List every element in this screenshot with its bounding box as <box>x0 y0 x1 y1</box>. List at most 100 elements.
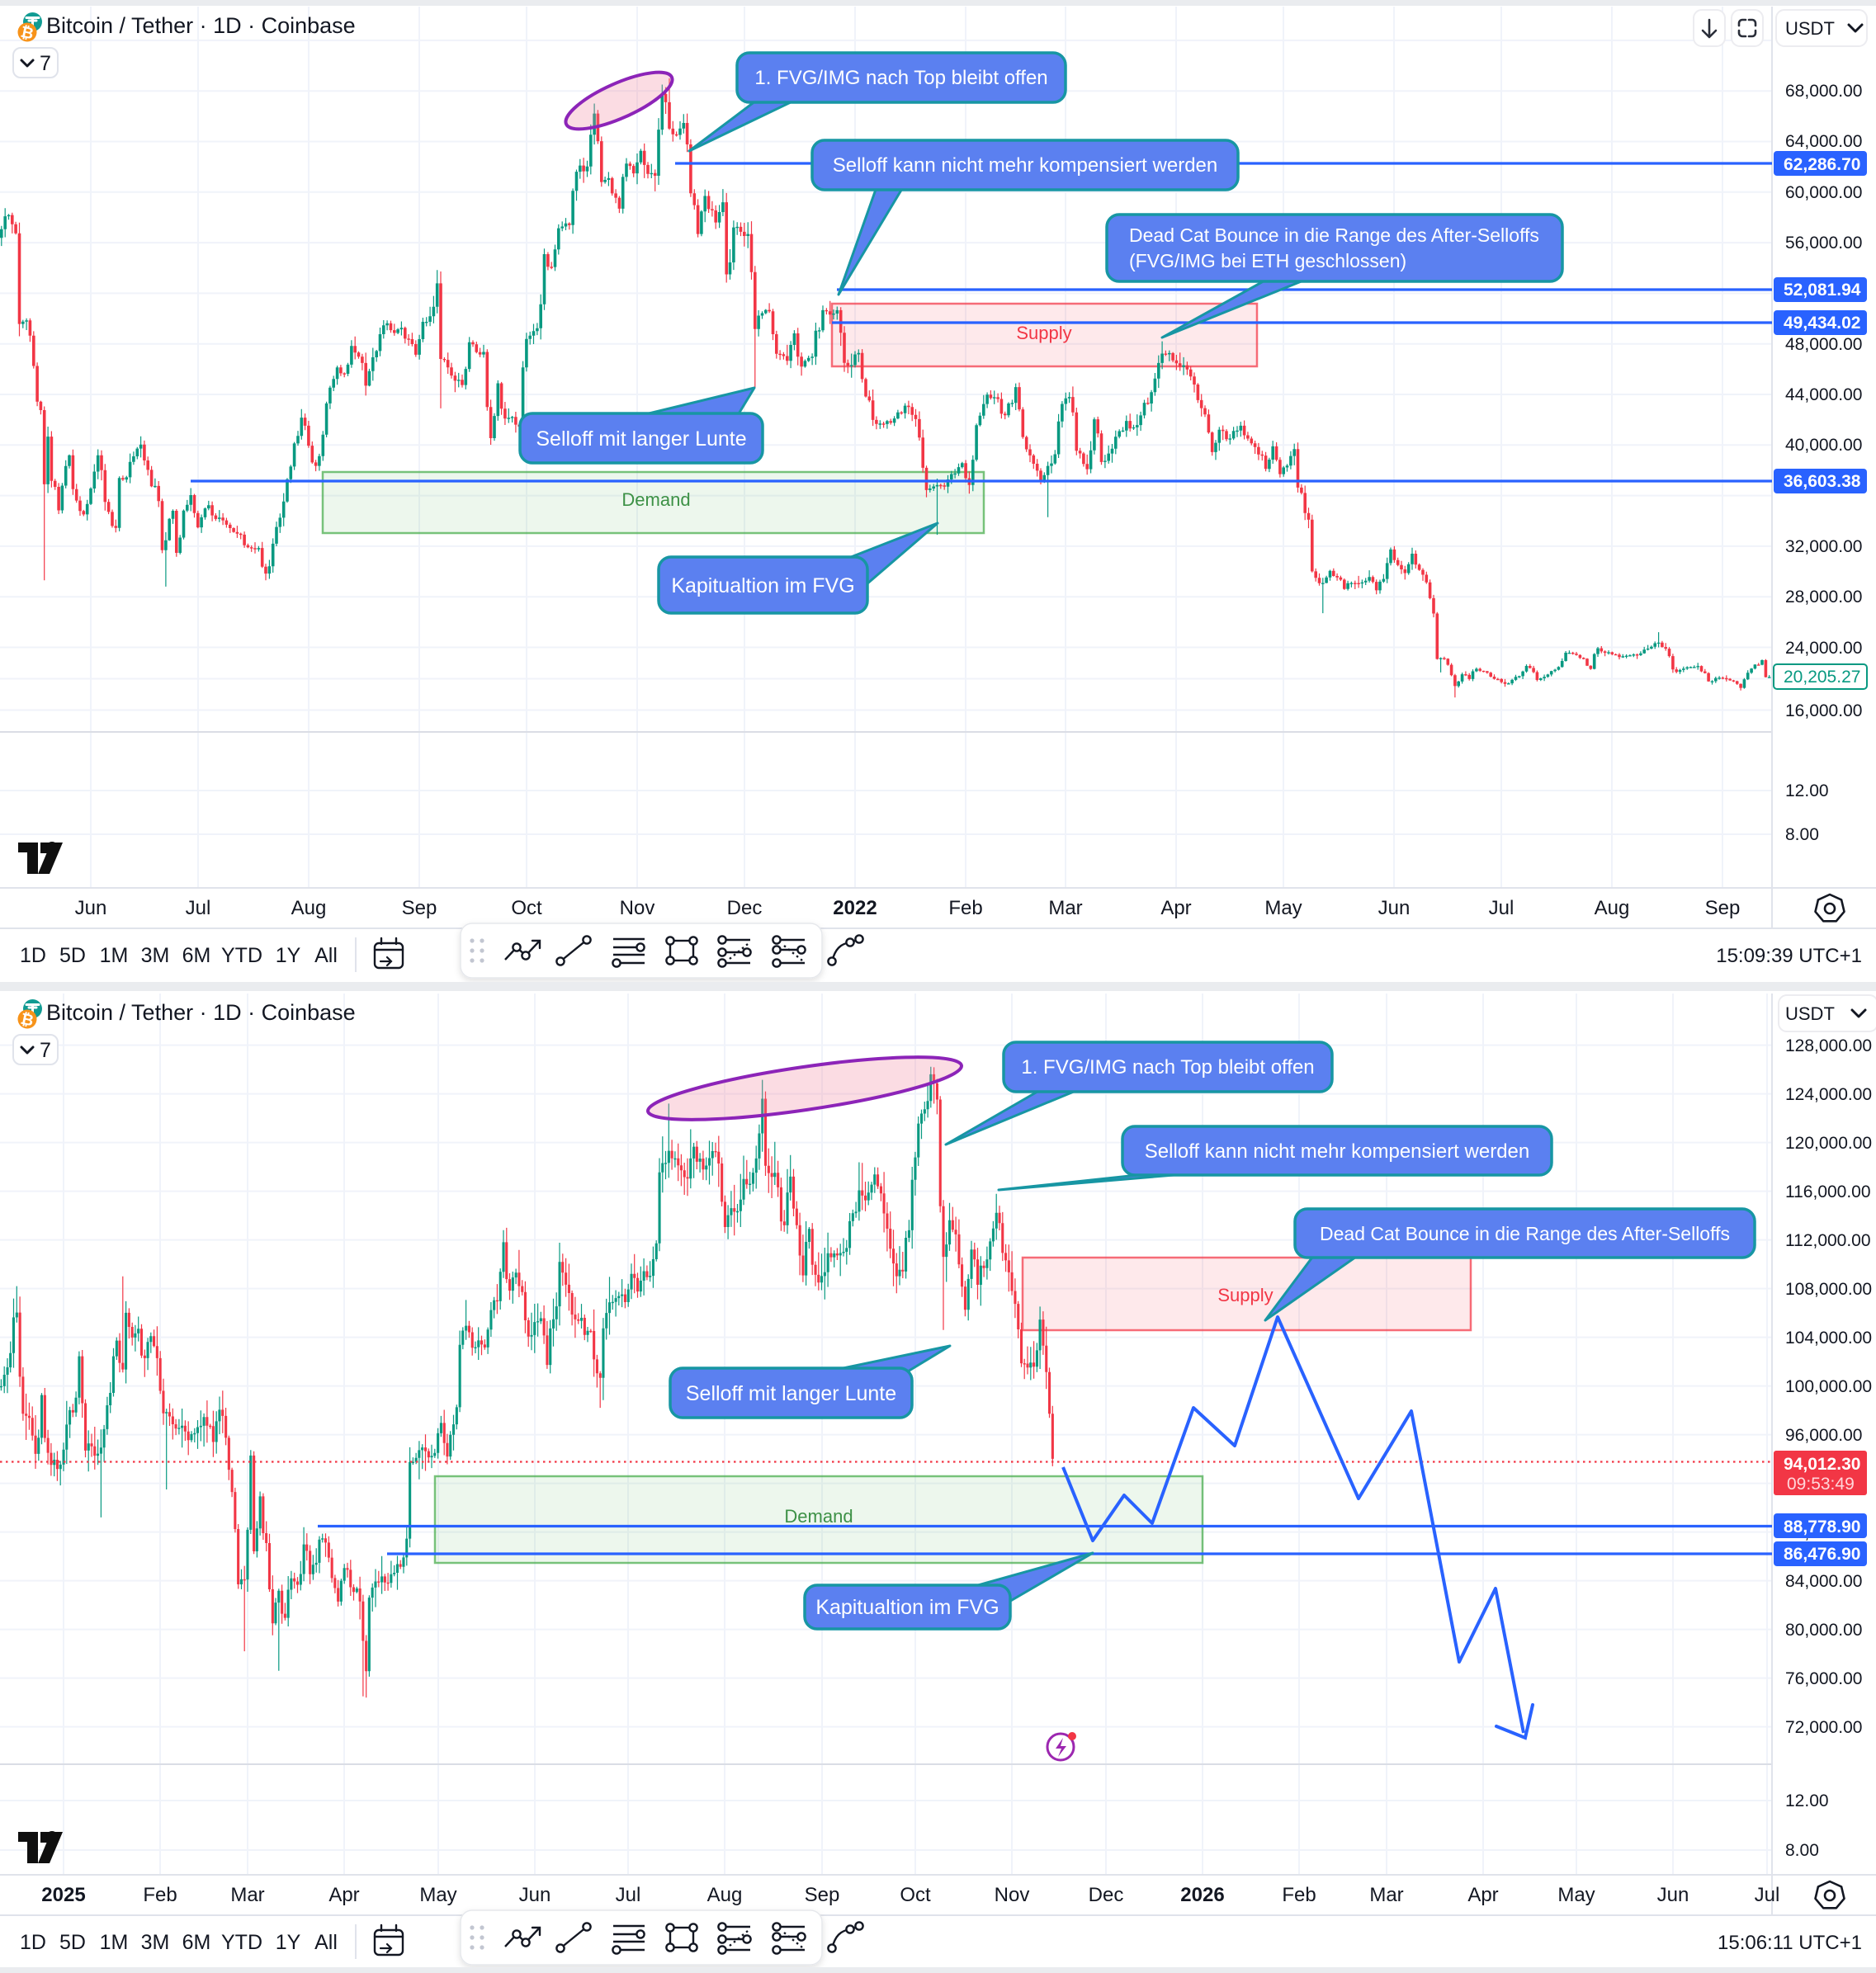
svg-text:Sep: Sep <box>402 897 437 919</box>
svg-text:Jun: Jun <box>1657 1884 1689 1906</box>
svg-text:Demand: Demand <box>621 489 690 510</box>
svg-text:Selloff kann nicht mehr kompen: Selloff kann nicht mehr kompensiert werd… <box>833 154 1217 177</box>
svg-text:USDT: USDT <box>1785 18 1835 39</box>
svg-text:Selloff mit langer Lunte: Selloff mit langer Lunte <box>536 427 746 451</box>
svg-text:8.00: 8.00 <box>1785 825 1819 844</box>
svg-text:Sep: Sep <box>1705 897 1741 919</box>
svg-text:1D: 1D <box>20 944 46 967</box>
svg-text:84,000.00: 84,000.00 <box>1785 1572 1862 1591</box>
svg-text:5D: 5D <box>59 944 86 967</box>
svg-text:128,000.00: 128,000.00 <box>1785 1036 1872 1055</box>
svg-text:86,476.90: 86,476.90 <box>1784 1545 1860 1564</box>
svg-text:Nov: Nov <box>620 897 655 919</box>
svg-text:₿: ₿ <box>19 1011 35 1031</box>
svg-text:1Y: 1Y <box>276 1931 301 1954</box>
svg-text:80,000.00: 80,000.00 <box>1785 1621 1862 1640</box>
svg-text:52,081.94: 52,081.94 <box>1784 281 1861 300</box>
svg-text:88,778.90: 88,778.90 <box>1784 1518 1860 1536</box>
svg-text:Sep: Sep <box>805 1884 840 1906</box>
svg-text:Jun: Jun <box>519 1884 551 1906</box>
svg-text:Oct: Oct <box>900 1884 931 1906</box>
svg-text:94,012.30: 94,012.30 <box>1784 1455 1860 1474</box>
svg-text:May: May <box>1557 1884 1595 1906</box>
svg-text:YTD: YTD <box>221 1931 262 1954</box>
svg-text:Mar: Mar <box>1048 897 1082 919</box>
svg-text:68,000.00: 68,000.00 <box>1785 82 1862 101</box>
svg-text:Supply: Supply <box>1016 323 1071 343</box>
svg-text:Nov: Nov <box>995 1884 1030 1906</box>
svg-text:1. FVG/IMG nach Top bleibt off: 1. FVG/IMG nach Top bleibt offen <box>754 67 1047 89</box>
svg-text:Jul: Jul <box>1489 897 1515 919</box>
svg-text:64,000.00: 64,000.00 <box>1785 132 1862 151</box>
svg-text:96,000.00: 96,000.00 <box>1785 1426 1862 1445</box>
svg-text:Aug: Aug <box>291 897 327 919</box>
svg-text:Jul: Jul <box>186 897 211 919</box>
svg-text:All: All <box>314 1931 338 1954</box>
svg-text:Demand: Demand <box>784 1506 853 1527</box>
svg-text:8.00: 8.00 <box>1785 1841 1819 1860</box>
svg-text:7: 7 <box>40 1039 51 1062</box>
svg-text:Bitcoin / Tether · 1D · Coinba: Bitcoin / Tether · 1D · Coinbase <box>46 1000 356 1025</box>
svg-text:15:06:11 UTC+1: 15:06:11 UTC+1 <box>1718 1932 1862 1954</box>
svg-text:60,000.00: 60,000.00 <box>1785 183 1862 202</box>
svg-text:Apr: Apr <box>1160 897 1191 919</box>
svg-text:1D: 1D <box>20 1931 46 1954</box>
svg-text:All: All <box>314 944 338 967</box>
svg-text:44,000.00: 44,000.00 <box>1785 385 1862 404</box>
svg-text:Aug: Aug <box>1595 897 1630 919</box>
svg-text:3M: 3M <box>141 1931 170 1954</box>
svg-text:2026: 2026 <box>1180 1884 1224 1906</box>
svg-text:49,434.02: 49,434.02 <box>1784 314 1860 333</box>
svg-text:Supply: Supply <box>1217 1285 1273 1305</box>
svg-text:24,000.00: 24,000.00 <box>1785 639 1862 658</box>
svg-text:₿: ₿ <box>19 24 35 44</box>
svg-text:Jun: Jun <box>75 897 107 919</box>
svg-text:108,000.00: 108,000.00 <box>1785 1280 1872 1299</box>
svg-text:Mar: Mar <box>230 1884 264 1906</box>
svg-text:5D: 5D <box>59 1931 86 1954</box>
svg-text:Jul: Jul <box>616 1884 641 1906</box>
svg-text:2025: 2025 <box>41 1884 85 1906</box>
svg-text:May: May <box>1264 897 1302 919</box>
svg-text:Selloff mit langer Lunte: Selloff mit langer Lunte <box>686 1382 896 1405</box>
svg-text:Oct: Oct <box>511 897 542 919</box>
svg-text:120,000.00: 120,000.00 <box>1785 1134 1872 1153</box>
svg-text:40,000.00: 40,000.00 <box>1785 436 1862 455</box>
svg-text:100,000.00: 100,000.00 <box>1785 1377 1872 1396</box>
svg-text:6M: 6M <box>182 944 211 967</box>
svg-text:Dec: Dec <box>727 897 763 919</box>
svg-text:20,205.27: 20,205.27 <box>1784 668 1860 687</box>
svg-text:124,000.00: 124,000.00 <box>1785 1085 1872 1104</box>
svg-text:56,000.00: 56,000.00 <box>1785 234 1862 253</box>
svg-text:Aug: Aug <box>707 1884 743 1906</box>
svg-text:09:53:49: 09:53:49 <box>1787 1475 1855 1494</box>
svg-text:Feb: Feb <box>948 897 982 919</box>
svg-text:1. FVG/IMG nach Top bleibt off: 1. FVG/IMG nach Top bleibt offen <box>1021 1056 1314 1079</box>
svg-text:76,000.00: 76,000.00 <box>1785 1669 1862 1688</box>
svg-text:1M: 1M <box>100 1931 129 1954</box>
svg-text:1Y: 1Y <box>276 944 301 967</box>
svg-text:104,000.00: 104,000.00 <box>1785 1329 1872 1348</box>
svg-text:48,000.00: 48,000.00 <box>1785 335 1862 354</box>
svg-text:6M: 6M <box>182 1931 211 1954</box>
svg-text:1M: 1M <box>100 944 129 967</box>
svg-text:15:09:39 UTC+1: 15:09:39 UTC+1 <box>1716 945 1862 967</box>
svg-text:12.00: 12.00 <box>1785 781 1829 800</box>
svg-text:36,603.38: 36,603.38 <box>1784 472 1861 491</box>
svg-text:7: 7 <box>40 52 51 75</box>
svg-text:USDT: USDT <box>1785 1003 1835 1024</box>
svg-text:Jun: Jun <box>1378 897 1411 919</box>
svg-text:112,000.00: 112,000.00 <box>1785 1231 1871 1250</box>
svg-text:May: May <box>419 1884 456 1906</box>
svg-text:Dec: Dec <box>1089 1884 1124 1906</box>
svg-text:Mar: Mar <box>1369 1884 1403 1906</box>
svg-text:116,000.00: 116,000.00 <box>1785 1182 1871 1201</box>
svg-text:YTD: YTD <box>221 944 262 967</box>
svg-text:12.00: 12.00 <box>1785 1791 1829 1810</box>
svg-text:Kapitualtion im FVG: Kapitualtion im FVG <box>815 1596 999 1619</box>
svg-text:(FVG/IMG bei ETH geschlossen): (FVG/IMG bei ETH geschlossen) <box>1129 250 1406 271</box>
svg-text:28,000.00: 28,000.00 <box>1785 588 1862 607</box>
svg-text:Feb: Feb <box>1282 1884 1316 1906</box>
svg-text:Bitcoin / Tether · 1D · Coinba: Bitcoin / Tether · 1D · Coinbase <box>46 13 356 38</box>
svg-text:Jul: Jul <box>1755 1884 1780 1906</box>
